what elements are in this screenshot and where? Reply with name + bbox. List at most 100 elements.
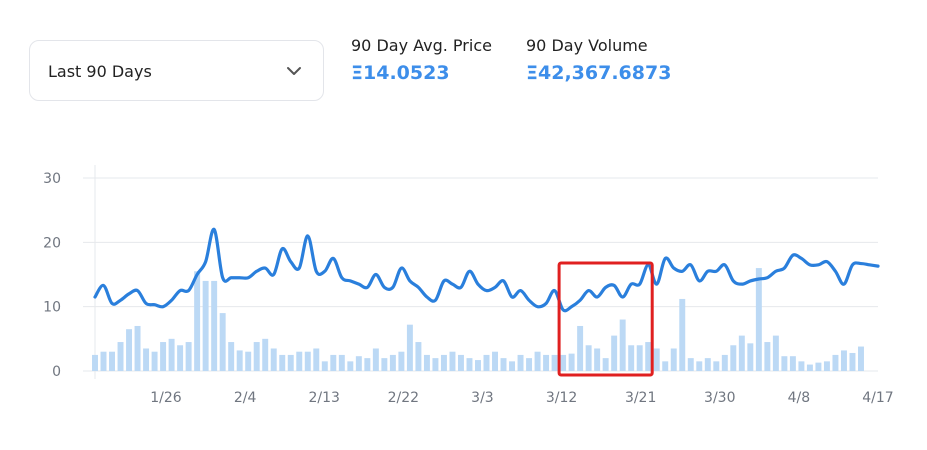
volume-bar	[840, 350, 847, 371]
volume-bar	[611, 335, 618, 371]
volume-bar	[117, 342, 124, 371]
y-tick-label: 10	[43, 300, 61, 316]
highlight-box	[557, 261, 654, 377]
x-tick-label: 2/22	[388, 390, 419, 406]
price-line	[93, 227, 880, 313]
volume-bar	[645, 342, 652, 371]
volume-bar	[475, 360, 481, 371]
volume-bar	[211, 280, 218, 371]
avg-price-label: 90 Day Avg. Price	[351, 36, 492, 55]
x-tick-label: 2/13	[308, 390, 339, 406]
volume-bar	[789, 356, 796, 371]
volume-bar	[560, 354, 567, 371]
y-tick-label: 30	[43, 171, 61, 187]
volume-bar	[432, 358, 439, 371]
x-tick-label: 3/21	[625, 390, 656, 406]
volume-bar	[143, 348, 150, 371]
volume-bar	[219, 313, 226, 371]
volume-bar	[372, 348, 379, 371]
volume-bar	[449, 351, 456, 371]
time-range-dropdown[interactable]: Last 90 Days	[29, 40, 324, 101]
volume-bar	[440, 354, 447, 371]
volume-bar	[517, 354, 524, 371]
volume-bar	[602, 358, 609, 371]
volume-bar	[704, 358, 711, 371]
volume-bar	[177, 345, 184, 371]
volume-bar	[296, 351, 303, 371]
volume-bar	[806, 364, 813, 371]
volume-bar	[543, 354, 550, 371]
volume-bar	[109, 351, 116, 371]
volume-bar	[134, 325, 141, 371]
volume-bar	[406, 324, 413, 371]
volume-bar	[534, 351, 541, 371]
volume-bar	[568, 353, 575, 371]
volume-bar	[509, 361, 516, 371]
volume-bar	[738, 335, 745, 371]
volume-bar	[815, 362, 822, 371]
volume-bar	[500, 358, 507, 371]
volume-bar	[781, 356, 788, 371]
volume-bar	[551, 354, 558, 371]
x-tick-label: 3/3	[471, 390, 494, 406]
volume-bar	[168, 338, 175, 371]
volume-bar	[653, 348, 660, 371]
volume-bar	[364, 358, 371, 371]
volume-bar	[355, 356, 362, 371]
time-range-selected: Last 90 Days	[48, 62, 152, 81]
volume-bar	[279, 354, 286, 371]
volume-bar	[755, 268, 762, 371]
y-tick-label: 20	[43, 235, 61, 251]
volume-bar	[832, 354, 839, 371]
volume-bar	[398, 351, 405, 371]
volume-bar	[764, 342, 771, 371]
volume-bar	[492, 351, 498, 371]
volume-bar	[287, 354, 294, 371]
volume-bar	[253, 342, 260, 371]
volume-bar	[662, 361, 669, 371]
volume-bar	[92, 354, 98, 371]
volume-bar	[619, 319, 626, 371]
x-tick-label: 2/4	[234, 390, 257, 406]
volume-bar	[321, 361, 328, 371]
volume-bar	[245, 351, 252, 371]
volume-bar	[696, 361, 703, 371]
volume-bar	[415, 342, 422, 371]
x-tick-label: 1/26	[150, 390, 182, 406]
volume-value: Ξ42,367.6873	[526, 62, 672, 84]
volume-bar	[823, 361, 830, 371]
volume-bar	[679, 298, 686, 371]
volume-bar	[747, 343, 754, 371]
volume-bar	[185, 342, 192, 371]
x-tick-label: 4/17	[862, 390, 893, 406]
volume-bar	[457, 354, 464, 371]
chevron-down-icon	[287, 67, 301, 75]
volume-label: 90 Day Volume	[526, 36, 648, 55]
volume-bar	[798, 361, 805, 371]
volume-bar	[347, 361, 354, 371]
volume-bar	[202, 280, 209, 371]
volume-bar	[670, 348, 677, 371]
volume-bar	[236, 350, 243, 371]
volume-bar	[381, 358, 388, 371]
y-tick-label: 0	[52, 364, 61, 380]
volume-bar	[594, 348, 601, 371]
volume-bar	[194, 271, 201, 371]
volume-bar	[126, 329, 133, 371]
avg-price-stat: 90 Day Avg. Price Ξ14.0523	[351, 36, 492, 84]
volume-bar	[849, 352, 856, 371]
volume-bar	[151, 351, 158, 371]
x-tick-label: 3/30	[704, 390, 735, 406]
avg-price-value: Ξ14.0523	[351, 62, 450, 84]
volume-bar	[330, 354, 337, 371]
x-tick-label: 3/12	[546, 390, 577, 406]
volume-bar	[772, 335, 779, 371]
volume-bar	[483, 354, 490, 371]
volume-bar	[304, 351, 311, 371]
volume-bar	[857, 346, 864, 371]
volume-bar	[628, 345, 635, 371]
volume-bar	[313, 348, 320, 371]
x-tick-label: 4/8	[788, 390, 811, 406]
volume-bar	[228, 342, 235, 371]
